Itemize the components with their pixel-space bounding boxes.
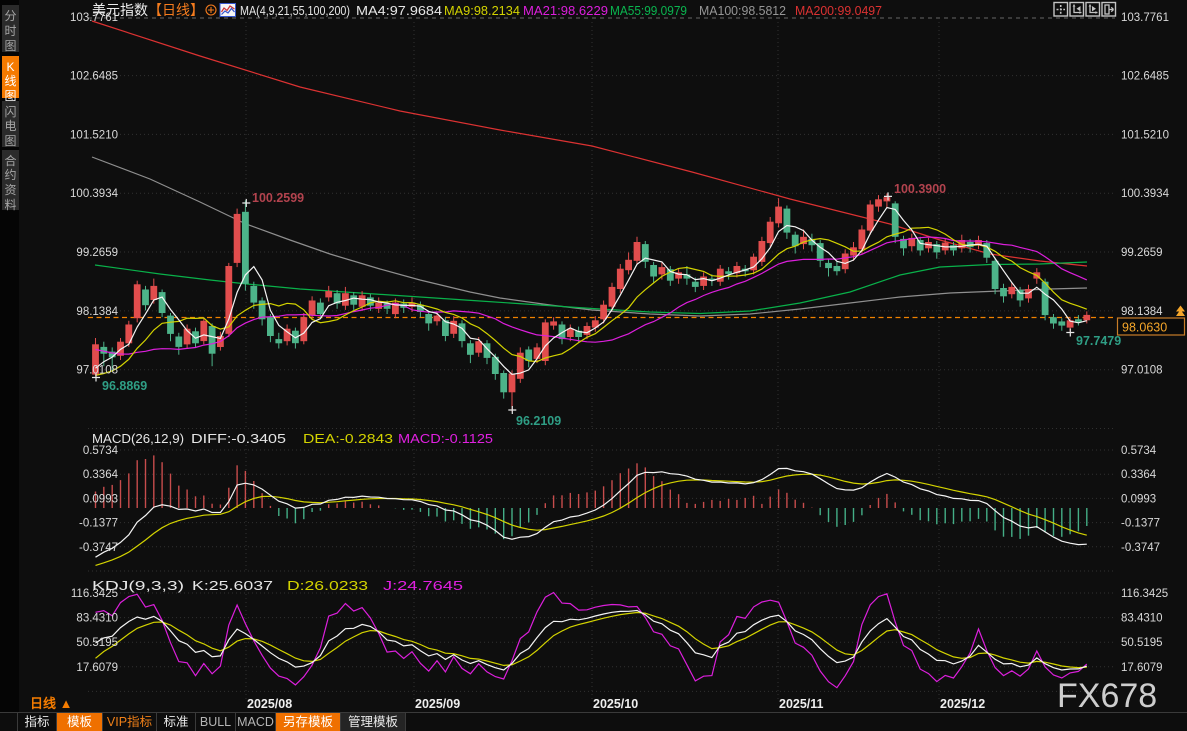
svg-text:102.6485: 102.6485 bbox=[70, 71, 118, 83]
svg-text:MA55:99.0979: MA55:99.0979 bbox=[610, 3, 687, 18]
svg-text:96.2109: 96.2109 bbox=[516, 414, 561, 428]
svg-text:99.2659: 99.2659 bbox=[76, 247, 118, 259]
svg-text:KDJ(9,3,3): KDJ(9,3,3) bbox=[92, 578, 184, 593]
svg-text:MA21:98.6229: MA21:98.6229 bbox=[523, 3, 608, 18]
svg-text:2025/10: 2025/10 bbox=[593, 697, 638, 711]
svg-text:2025/11: 2025/11 bbox=[779, 697, 824, 711]
svg-text:100.3934: 100.3934 bbox=[70, 188, 119, 200]
svg-text:98.0630: 98.0630 bbox=[1122, 321, 1167, 335]
svg-text:K:25.6037: K:25.6037 bbox=[192, 578, 273, 593]
svg-text:【日线】: 【日线】 bbox=[148, 2, 204, 18]
svg-text:97.0108: 97.0108 bbox=[1121, 365, 1163, 377]
svg-text:83.4310: 83.4310 bbox=[76, 613, 118, 625]
svg-text:102.6485: 102.6485 bbox=[1121, 71, 1169, 83]
svg-text:MA200:99.0497: MA200:99.0497 bbox=[795, 3, 882, 18]
svg-text:83.4310: 83.4310 bbox=[1121, 613, 1163, 625]
svg-text:50.5195: 50.5195 bbox=[1121, 637, 1163, 649]
svg-text:100.2599: 100.2599 bbox=[252, 191, 304, 205]
svg-text:DIFF:-0.3405: DIFF:-0.3405 bbox=[191, 431, 286, 446]
svg-text:MA100:98.5812: MA100:98.5812 bbox=[699, 3, 786, 18]
svg-text:103.7761: 103.7761 bbox=[70, 12, 118, 24]
svg-text:97.0108: 97.0108 bbox=[76, 365, 118, 377]
svg-text:103.7761: 103.7761 bbox=[1121, 12, 1169, 24]
svg-text:97.7479: 97.7479 bbox=[1076, 334, 1121, 348]
svg-text:96.8869: 96.8869 bbox=[102, 379, 147, 393]
svg-text:0.3364: 0.3364 bbox=[83, 469, 119, 481]
svg-text:-0.1377: -0.1377 bbox=[79, 518, 118, 530]
svg-text:17.6079: 17.6079 bbox=[76, 662, 118, 674]
svg-text:J:24.7645: J:24.7645 bbox=[383, 578, 463, 593]
svg-text:0.5734: 0.5734 bbox=[1121, 445, 1157, 457]
svg-text:116.3425: 116.3425 bbox=[1121, 588, 1168, 600]
svg-text:MA9:98.2134: MA9:98.2134 bbox=[444, 3, 520, 18]
svg-text:0.3364: 0.3364 bbox=[1121, 469, 1157, 481]
svg-text:99.2659: 99.2659 bbox=[1121, 247, 1163, 259]
svg-text:101.5210: 101.5210 bbox=[70, 129, 118, 141]
svg-text:0.5734: 0.5734 bbox=[83, 445, 119, 457]
svg-text:-0.1377: -0.1377 bbox=[1121, 518, 1160, 530]
svg-text:MACD:-0.1125: MACD:-0.1125 bbox=[398, 431, 493, 446]
svg-text:MACD(26,12,9): MACD(26,12,9) bbox=[92, 431, 184, 446]
svg-text:100.3900: 100.3900 bbox=[894, 182, 946, 196]
svg-text:-0.3747: -0.3747 bbox=[1121, 542, 1160, 554]
svg-text:0.0993: 0.0993 bbox=[83, 493, 118, 505]
svg-text:D:26.0233: D:26.0233 bbox=[287, 578, 368, 593]
svg-text:DEA:-0.2843: DEA:-0.2843 bbox=[303, 431, 393, 446]
svg-text:50.5195: 50.5195 bbox=[76, 637, 118, 649]
svg-text:2025/08: 2025/08 bbox=[247, 697, 292, 711]
svg-text:98.1384: 98.1384 bbox=[76, 306, 118, 318]
svg-text:2025/09: 2025/09 bbox=[415, 697, 460, 711]
svg-text:0.0993: 0.0993 bbox=[1121, 493, 1156, 505]
svg-text:美元指数: 美元指数 bbox=[92, 2, 148, 18]
svg-text:2025/12: 2025/12 bbox=[940, 697, 985, 711]
svg-text:17.6079: 17.6079 bbox=[1121, 662, 1163, 674]
svg-text:MA4:97.9684: MA4:97.9684 bbox=[356, 3, 442, 18]
svg-text:101.5210: 101.5210 bbox=[1121, 129, 1169, 141]
svg-text:日线 ▲: 日线 ▲ bbox=[30, 696, 72, 711]
svg-text:FX678: FX678 bbox=[1057, 677, 1157, 715]
svg-text:98.1384: 98.1384 bbox=[1121, 306, 1163, 318]
svg-text:100.3934: 100.3934 bbox=[1121, 188, 1170, 200]
svg-text:MA(4,9,21,55,100,200): MA(4,9,21,55,100,200) bbox=[240, 3, 350, 18]
svg-text:116.3425: 116.3425 bbox=[71, 588, 118, 600]
svg-text:-0.3747: -0.3747 bbox=[79, 542, 118, 554]
